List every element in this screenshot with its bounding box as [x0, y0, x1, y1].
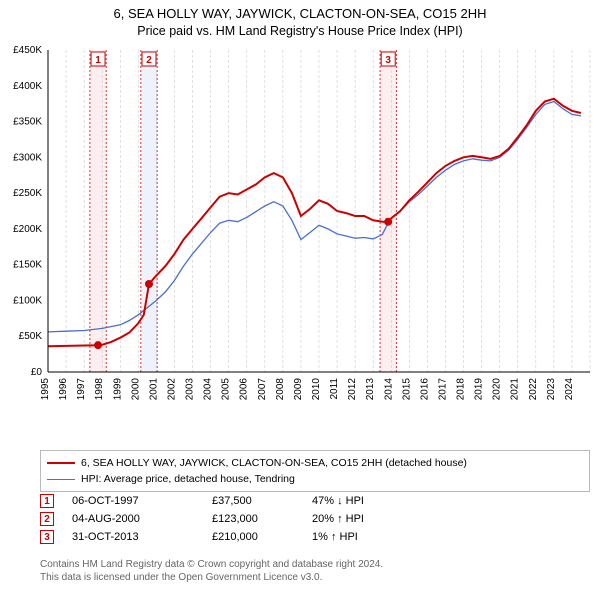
sale-price-3: £210,000 [212, 531, 312, 543]
svg-text:2022: 2022 [528, 378, 539, 401]
sale-price-1: £37,500 [212, 495, 312, 507]
legend-swatch-hpi [47, 479, 75, 480]
sales-row-3: 3 31-OCT-2013 £210,000 1% ↑ HPI [40, 528, 590, 546]
sale-diff-3: 1% ↑ HPI [312, 531, 432, 543]
svg-text:2023: 2023 [546, 378, 557, 401]
legend-row-hpi: HPI: Average price, detached house, Tend… [47, 471, 583, 487]
svg-text:2024: 2024 [564, 378, 575, 401]
svg-text:2013: 2013 [365, 378, 376, 401]
svg-text:£100K: £100K [13, 295, 42, 306]
svg-text:1995: 1995 [40, 378, 51, 401]
sale-date-1: 06-OCT-1997 [72, 495, 212, 507]
svg-text:2003: 2003 [185, 378, 196, 401]
svg-text:1: 1 [95, 55, 101, 66]
legend-label-hpi: HPI: Average price, detached house, Tend… [81, 473, 295, 485]
chart-area: £0 £50K £100K £150K £200K £250K £300K £350K £400… [0, 44, 600, 444]
svg-text:2016: 2016 [419, 378, 430, 401]
svg-text:2017: 2017 [437, 378, 448, 401]
sale-marker-1: 1 [40, 494, 54, 508]
svg-text:2006: 2006 [239, 378, 250, 401]
svg-text:2008: 2008 [275, 378, 286, 401]
svg-text:1996: 1996 [58, 378, 69, 401]
svg-text:1999: 1999 [112, 378, 123, 401]
chart-container: 6, SEA HOLLY WAY, JAYWICK, CLACTON-ON-SE… [0, 0, 600, 590]
svg-text:2011: 2011 [329, 378, 340, 400]
svg-text:£200K: £200K [13, 224, 42, 235]
sales-row-2: 2 04-AUG-2000 £123,000 20% ↑ HPI [40, 510, 590, 528]
svg-text:1997: 1997 [76, 378, 87, 401]
title-subtitle: Price paid vs. HM Land Registry's House … [10, 24, 590, 38]
title-address: 6, SEA HOLLY WAY, JAYWICK, CLACTON-ON-SE… [10, 6, 590, 21]
svg-text:2018: 2018 [456, 378, 467, 401]
svg-text:2012: 2012 [347, 378, 358, 401]
sale-price-2: £123,000 [212, 513, 312, 525]
svg-text:2020: 2020 [492, 378, 503, 401]
footer-line-1: Contains HM Land Registry data © Crown c… [40, 559, 590, 572]
svg-text:£300K: £300K [13, 152, 42, 163]
legend-label-property: 6, SEA HOLLY WAY, JAYWICK, CLACTON-ON-SE… [81, 457, 467, 469]
svg-text:2014: 2014 [383, 378, 394, 401]
svg-text:£150K: £150K [13, 260, 42, 271]
legend-swatch-property [47, 462, 75, 464]
sale-marker-3: 3 [40, 530, 54, 544]
sale-marker-2: 2 [40, 512, 54, 526]
svg-text:2002: 2002 [166, 378, 177, 401]
svg-text:£50K: £50K [19, 331, 43, 342]
sales-row-1: 1 06-OCT-1997 £37,500 47% ↓ HPI [40, 492, 590, 510]
footer-attribution: Contains HM Land Registry data © Crown c… [40, 556, 590, 584]
svg-text:2007: 2007 [257, 378, 268, 401]
svg-text:2: 2 [146, 55, 152, 66]
svg-text:2004: 2004 [203, 378, 214, 401]
svg-text:£450K: £450K [13, 45, 42, 56]
sale-diff-2: 20% ↑ HPI [312, 513, 432, 525]
svg-text:2001: 2001 [148, 378, 159, 401]
legend-box: 6, SEA HOLLY WAY, JAYWICK, CLACTON-ON-SE… [40, 450, 590, 492]
svg-text:£0: £0 [31, 367, 43, 378]
svg-text:2010: 2010 [311, 378, 322, 401]
svg-text:2015: 2015 [401, 378, 412, 401]
svg-text:2021: 2021 [510, 378, 521, 401]
sale-diff-1: 47% ↓ HPI [312, 495, 432, 507]
svg-text:2019: 2019 [474, 378, 485, 401]
title-block: 6, SEA HOLLY WAY, JAYWICK, CLACTON-ON-SE… [0, 0, 600, 40]
sale-date-3: 31-OCT-2013 [72, 531, 212, 543]
svg-text:£350K: £350K [13, 117, 42, 128]
sale-date-2: 04-AUG-2000 [72, 513, 212, 525]
svg-text:2009: 2009 [293, 378, 304, 401]
svg-text:2005: 2005 [221, 378, 232, 401]
svg-text:3: 3 [385, 55, 391, 66]
footer-line-2: This data is licensed under the Open Gov… [40, 572, 590, 585]
svg-text:£400K: £400K [13, 81, 42, 92]
svg-text:£250K: £250K [13, 188, 42, 199]
legend-row-property: 6, SEA HOLLY WAY, JAYWICK, CLACTON-ON-SE… [47, 455, 583, 471]
svg-text:2000: 2000 [130, 378, 141, 401]
sales-table: 1 06-OCT-1997 £37,500 47% ↓ HPI 2 04-AUG… [40, 492, 590, 546]
chart-svg: £0 £50K £100K £150K £200K £250K £300K £350K £400… [0, 44, 600, 444]
svg-text:1998: 1998 [94, 378, 105, 401]
